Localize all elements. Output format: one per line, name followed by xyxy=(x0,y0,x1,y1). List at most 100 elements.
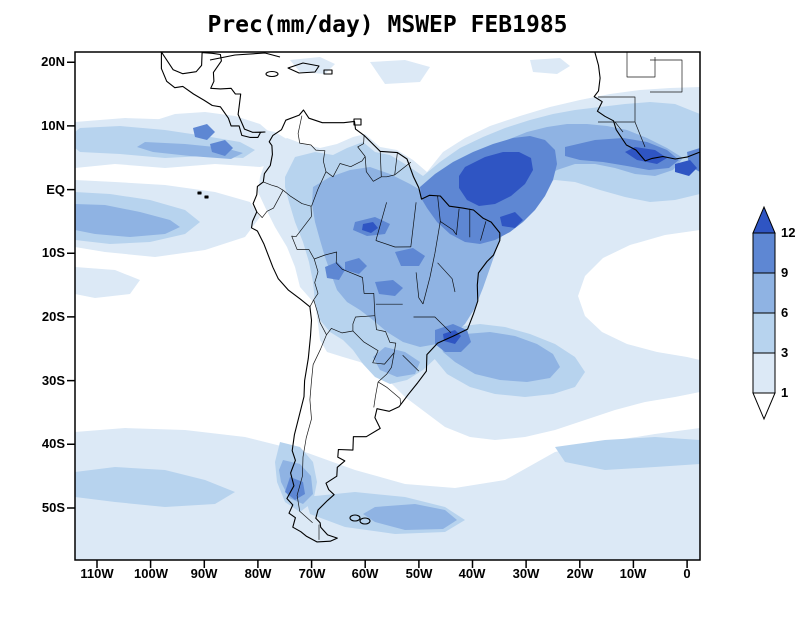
colorbar-arrow-below-1 xyxy=(752,392,776,421)
border-line xyxy=(440,208,487,241)
plot-frame xyxy=(74,51,701,561)
border-line xyxy=(374,315,397,353)
precip-shape xyxy=(75,428,700,560)
y-tick-label: EQ xyxy=(46,182,65,197)
y-tick-label: 30S xyxy=(41,373,65,388)
south-america-coastline xyxy=(250,109,501,543)
border-line xyxy=(282,189,312,217)
y-tick-label: 50S xyxy=(41,500,65,515)
galapagos-islands xyxy=(204,195,209,199)
border-line xyxy=(325,156,366,178)
colorbar-segment-3-6 xyxy=(752,312,776,354)
x-axis-ticks xyxy=(96,560,688,568)
x-tick-label: 60W xyxy=(351,566,379,581)
border-line xyxy=(263,181,284,191)
border-line xyxy=(296,334,327,540)
precip-shape xyxy=(395,248,425,266)
border-line xyxy=(357,135,366,157)
y-tick-label: 20N xyxy=(41,54,65,69)
x-tick-label: 30W xyxy=(512,566,540,581)
colorbar-label: 3 xyxy=(781,345,789,360)
y-tick-label: 20S xyxy=(41,309,65,324)
x-tick-label: 10W xyxy=(619,566,647,581)
precip-shape xyxy=(375,280,403,296)
precip-shape xyxy=(675,160,697,176)
puerto-rico-coastline xyxy=(323,69,333,75)
border-line xyxy=(256,190,284,218)
y-tick-label: 40S xyxy=(41,436,65,451)
precip-shape xyxy=(193,124,215,140)
border-line xyxy=(377,352,395,383)
colorbar-label: 1 xyxy=(781,385,789,400)
precip-shape xyxy=(210,140,233,156)
x-tick-label: 90W xyxy=(190,566,218,581)
border-line xyxy=(598,52,683,148)
precip-shape xyxy=(555,437,700,470)
precip-shape xyxy=(345,258,367,274)
colorbar-segment-9-12 xyxy=(752,232,776,274)
border-line xyxy=(309,258,319,307)
precip-shape xyxy=(285,477,305,500)
precip-shape xyxy=(530,58,570,74)
precip-shape xyxy=(137,142,243,159)
precip-shape xyxy=(459,152,533,206)
chart-title: Prec(mm/day) MSWEP FEB1985 xyxy=(207,12,568,38)
x-tick-label: 100W xyxy=(134,566,168,581)
precip-shape xyxy=(373,347,420,377)
border-line xyxy=(352,315,375,331)
border-line xyxy=(375,240,456,305)
cuba-coastline xyxy=(209,52,281,61)
map-layers xyxy=(75,52,700,560)
y-tick-label: 10S xyxy=(41,245,65,260)
falkland-islands xyxy=(349,514,361,522)
border-line xyxy=(373,381,379,408)
border-line xyxy=(291,216,315,260)
x-tick-label: 0 xyxy=(683,566,691,581)
border-line xyxy=(377,381,401,405)
central-america-coastline xyxy=(160,52,266,138)
border-line xyxy=(311,171,327,207)
hispaniola-coastline xyxy=(287,62,320,74)
x-tick-label: 20W xyxy=(566,566,594,581)
precip-shape xyxy=(500,212,523,228)
africa-coastline xyxy=(593,52,700,162)
precip-shape xyxy=(363,504,457,530)
precip-map-plot xyxy=(67,51,701,568)
precip-shape xyxy=(440,332,560,382)
border-line xyxy=(379,151,398,177)
trinidad-coastline xyxy=(353,118,362,126)
colorbar-arrow-above-12 xyxy=(752,205,776,234)
precip-shape xyxy=(75,204,180,237)
colorbar-label: 12 xyxy=(781,225,796,240)
coastlines xyxy=(160,52,700,543)
colorbar-label: 6 xyxy=(781,305,789,320)
precip-shape xyxy=(625,147,667,164)
border-line xyxy=(314,251,376,316)
colorbar-segment-6-9 xyxy=(752,272,776,314)
precip-shape xyxy=(75,267,140,298)
x-tick-label: 110W xyxy=(80,566,114,581)
colorbar xyxy=(752,205,776,421)
border-line xyxy=(352,330,395,365)
precip-level-gt12 xyxy=(362,147,697,344)
x-tick-label: 40W xyxy=(458,566,486,581)
colorbar-label: 9 xyxy=(781,265,789,280)
x-tick-label: 50W xyxy=(405,566,433,581)
precip-shape xyxy=(370,60,430,84)
x-tick-label: 70W xyxy=(298,566,326,581)
border-line xyxy=(375,253,452,372)
border-line xyxy=(326,328,353,336)
y-tick-label: 10N xyxy=(41,118,65,133)
y-axis-ticks xyxy=(67,61,75,509)
country-borders xyxy=(256,52,683,540)
precip-shape xyxy=(75,467,235,507)
precip-shape xyxy=(362,222,378,233)
border-line xyxy=(297,115,327,172)
border-line xyxy=(313,299,327,335)
x-tick-label: 80W xyxy=(244,566,272,581)
jamaica-coastline xyxy=(265,70,279,78)
galapagos-islands xyxy=(197,191,202,195)
falkland-islands xyxy=(359,517,371,525)
colorbar-segment-1-3 xyxy=(752,352,776,394)
